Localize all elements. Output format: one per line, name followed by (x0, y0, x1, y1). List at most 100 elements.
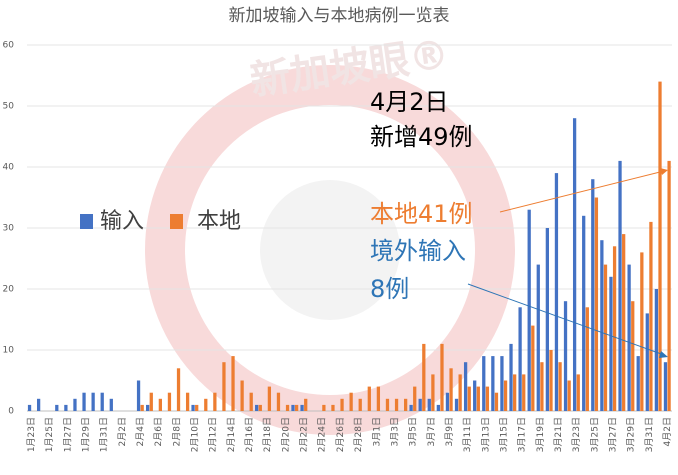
annotation: 本地41例 (370, 200, 473, 228)
bar (249, 392, 253, 411)
annotation: 新增49例 (370, 123, 473, 151)
plot: 0 10 20 30 40 50 60 1月23日 1月25日 1月27日 1月29日 1月31日 2月… (3, 41, 673, 453)
x-tick-label: 3月3日 (389, 417, 400, 446)
bar (554, 173, 559, 411)
bar (654, 289, 659, 411)
x-tick-label: 3月29日 (626, 417, 637, 452)
bar (413, 386, 417, 411)
bar (255, 404, 259, 411)
bar (576, 374, 580, 411)
bar (340, 398, 344, 411)
bar (636, 356, 640, 411)
watermark-logo (260, 180, 400, 320)
bar (473, 380, 477, 411)
x-tick-label: 2月26日 (335, 417, 346, 452)
x-tick-label: 3月7日 (426, 417, 437, 446)
bar (658, 81, 662, 411)
y-tick-label: 30 (3, 224, 15, 234)
bar (349, 392, 353, 411)
bar (503, 380, 508, 411)
legend-swatch (170, 214, 183, 229)
annotation: 8例 (370, 275, 409, 303)
bar (304, 398, 308, 411)
bar (431, 374, 435, 411)
bar (463, 362, 468, 411)
chart-title: 新加坡输入与本地病例一览表 (229, 6, 450, 26)
bar (582, 215, 586, 411)
x-tick-label: 1月27日 (62, 417, 73, 452)
bar (485, 386, 490, 411)
bar (267, 386, 272, 411)
y-tick-label: 40 (3, 163, 15, 173)
bar (300, 404, 304, 411)
bar (545, 228, 549, 411)
bar (476, 386, 480, 411)
y-tick-label: 50 (3, 102, 15, 112)
legend-swatch (80, 214, 93, 229)
bar (522, 374, 526, 411)
bar (185, 392, 190, 411)
x-tick-label: 3月19日 (535, 417, 546, 452)
x-tick-label: 2月10日 (190, 417, 201, 452)
x-tick-label: 3月5日 (408, 417, 419, 446)
annotation: 4月2日 (370, 88, 449, 116)
bar (609, 276, 613, 411)
bar (563, 301, 568, 411)
bar (149, 392, 153, 411)
bar (467, 386, 471, 411)
bar (258, 404, 262, 411)
bar (491, 356, 495, 411)
bar (427, 398, 431, 411)
x-tick-label: 2月20日 (280, 417, 291, 452)
x-tick-label: 3月1日 (371, 417, 382, 446)
bar (240, 380, 244, 411)
bar (513, 374, 517, 411)
bar (500, 356, 504, 411)
x-tick-label: 3月21日 (553, 417, 564, 452)
annotation: 境外输入 (370, 237, 466, 265)
x-tick-label: 2月18日 (262, 417, 273, 452)
bar (640, 252, 644, 411)
x-tick-label: 1月23日 (26, 417, 37, 452)
bar (158, 398, 162, 411)
x-tick-label: 3月31日 (644, 417, 655, 452)
x-tick-label: 2月16日 (244, 417, 255, 452)
x-tick-label: 1月25日 (44, 417, 55, 452)
x-tick-label: 2月12日 (208, 417, 219, 452)
arrow (499, 170, 665, 213)
bar (27, 404, 32, 411)
bar (367, 386, 371, 411)
x-tick-label: 2月2日 (117, 417, 128, 446)
x-tick-label: 3月27日 (607, 417, 618, 452)
bar (109, 398, 113, 411)
bar (100, 392, 104, 411)
x-tick-label: 3月9日 (444, 417, 455, 446)
bar (536, 264, 540, 411)
bar (146, 404, 150, 411)
bar (585, 307, 589, 411)
bar (167, 392, 172, 411)
bar (204, 398, 208, 411)
bar (404, 398, 408, 411)
bar (527, 209, 531, 411)
x-tick-label: 1月29日 (81, 417, 92, 452)
bar (663, 362, 668, 411)
bar (631, 301, 635, 411)
bar (91, 392, 95, 411)
bar (482, 356, 486, 411)
bar (358, 398, 362, 411)
x-tick-label: 3月13日 (480, 417, 491, 452)
arrow-head (660, 168, 668, 175)
x-tick-label: 4月2日 (662, 417, 673, 446)
x-tick-label: 3月15日 (498, 417, 509, 452)
bar (418, 398, 422, 411)
bar (191, 404, 195, 411)
bar (140, 404, 144, 411)
bar (231, 356, 235, 411)
bar (409, 404, 413, 411)
bar (618, 160, 622, 411)
bar (195, 404, 199, 411)
bar (64, 404, 68, 411)
bar (649, 221, 653, 411)
bar (440, 343, 444, 411)
